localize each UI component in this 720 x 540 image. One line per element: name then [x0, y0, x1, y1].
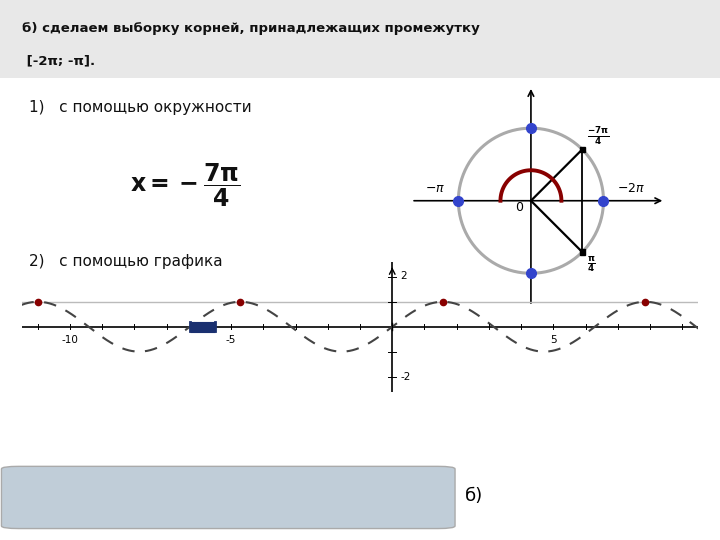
Text: $\mathbf{\frac{\pi}{4}}$: $\mathbf{\frac{\pi}{4}}$ — [588, 254, 596, 274]
Text: б): б) — [464, 487, 482, 505]
Text: $\mathbf{x = -\dfrac{7\pi}{4}}$: $\mathbf{x = -\dfrac{7\pi}{4}}$ — [130, 162, 240, 210]
Text: б) сделаем выборку корней, принадлежащих промежутку: б) сделаем выборку корней, принадлежащих… — [22, 22, 480, 35]
Bar — [580, 147, 585, 152]
Text: $-\pi$: $-\pi$ — [425, 182, 445, 195]
FancyBboxPatch shape — [1, 467, 455, 529]
Text: $-2\pi$: $-2\pi$ — [617, 182, 645, 195]
Text: -2: -2 — [400, 372, 410, 382]
Text: -10: -10 — [61, 335, 78, 345]
Text: -5: -5 — [226, 335, 236, 345]
Text: [-2π; -π].: [-2π; -π]. — [22, 55, 95, 68]
Text: 1)   с помощью окружности: 1) с помощью окружности — [29, 100, 251, 115]
Text: 0: 0 — [515, 201, 523, 214]
Text: 2: 2 — [400, 271, 407, 281]
Bar — [580, 249, 585, 254]
Text: 2)   с помощью графика: 2) с помощью графика — [29, 254, 222, 269]
Text: $\mathbf{\frac{-7\pi}{4}}$: $\mathbf{\frac{-7\pi}{4}}$ — [588, 125, 610, 147]
Text: 5: 5 — [550, 335, 557, 345]
